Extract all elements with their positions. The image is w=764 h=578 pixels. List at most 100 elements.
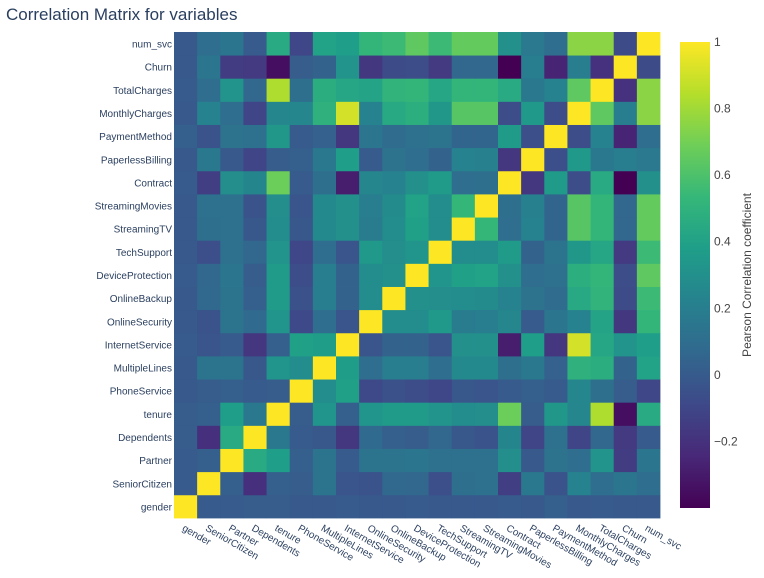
heatmap-cell <box>544 402 568 426</box>
heatmap-cell <box>613 309 638 334</box>
heatmap-cell <box>636 194 661 218</box>
heatmap-cell <box>174 124 198 149</box>
heatmap-cell <box>266 147 291 172</box>
heatmap-cell <box>197 286 221 311</box>
heatmap-cell <box>312 425 337 449</box>
heatmap-cell <box>636 240 661 264</box>
heatmap-cell <box>521 332 545 357</box>
y-tick-label: Churn <box>145 63 172 74</box>
heatmap-cell <box>613 101 638 125</box>
heatmap-cell <box>613 356 638 380</box>
heatmap-cell <box>613 78 638 102</box>
heatmap-cell <box>289 101 314 125</box>
heatmap-cell <box>197 124 221 149</box>
heatmap-cell <box>474 240 499 264</box>
heatmap-cell <box>266 494 291 519</box>
heatmap-cell <box>336 494 360 519</box>
heatmap-cell <box>312 217 337 241</box>
heatmap-cell <box>544 78 568 102</box>
heatmap-cell <box>405 217 429 241</box>
heatmap-cell <box>174 379 198 403</box>
heatmap-cell <box>613 494 638 519</box>
heatmap-cell <box>220 471 244 496</box>
y-tick-label: num_svc <box>132 40 172 51</box>
heatmap-cell <box>266 286 291 311</box>
heatmap-cell <box>382 494 406 519</box>
heatmap-cell <box>220 194 244 218</box>
heatmap-cell <box>428 217 453 241</box>
heatmap-cell <box>197 170 221 195</box>
heatmap-cell <box>613 217 638 241</box>
y-tick-label: Dependents <box>118 433 172 444</box>
heatmap-cell <box>613 194 638 218</box>
heatmap-cell <box>197 217 221 241</box>
heatmap-cell <box>243 217 267 241</box>
heatmap-cell <box>312 332 337 357</box>
heatmap-cell <box>405 124 429 149</box>
heatmap-cell <box>336 78 360 102</box>
heatmap-cell <box>405 494 429 519</box>
heatmap-cell <box>220 217 244 241</box>
heatmap-cell <box>405 240 429 264</box>
heatmap-cell <box>521 356 545 380</box>
heatmap-cell <box>197 32 221 56</box>
heatmap-cell <box>521 379 545 403</box>
heatmap-cell <box>243 356 267 380</box>
heatmap-cell <box>521 101 545 125</box>
heatmap-cell <box>220 263 244 287</box>
heatmap-cell <box>197 332 221 357</box>
heatmap-cell <box>498 263 522 287</box>
chart-title: Correlation Matrix for variables <box>6 5 237 24</box>
heatmap-cell <box>312 448 337 473</box>
heatmap-cell <box>498 425 522 449</box>
heatmap-cell <box>521 240 545 264</box>
heatmap-cell <box>428 471 453 496</box>
heatmap-cell <box>474 124 499 149</box>
heatmap-cell <box>544 32 568 56</box>
y-tick-label: Contract <box>134 178 172 189</box>
heatmap-cell <box>336 356 360 380</box>
heatmap-cell <box>428 379 453 403</box>
heatmap-cell <box>544 55 568 79</box>
heatmap-cell <box>359 356 383 380</box>
heatmap-cell <box>220 55 244 79</box>
heatmap-cell <box>382 78 406 102</box>
heatmap-cell <box>428 402 453 426</box>
heatmap-cell <box>474 32 499 56</box>
heatmap-cell <box>382 471 406 496</box>
heatmap-cell <box>336 448 360 473</box>
heatmap-cell <box>451 402 476 426</box>
y-tick-label: TechSupport <box>116 248 172 259</box>
heatmap-cell <box>359 240 383 264</box>
heatmap-cell <box>312 170 337 195</box>
heatmap-cell <box>590 194 615 218</box>
heatmap-cell <box>312 101 337 125</box>
heatmap-cell <box>174 332 198 357</box>
heatmap-cell <box>382 309 406 334</box>
colorbar-gradient <box>680 42 710 508</box>
heatmap-cell <box>590 217 615 241</box>
heatmap-cell <box>289 240 314 264</box>
colorbar-tick-label: 0.4 <box>714 235 731 249</box>
heatmap-cell <box>243 263 267 287</box>
heatmap-cell <box>266 170 291 195</box>
heatmap-cell <box>336 263 360 287</box>
heatmap-cell <box>266 332 291 357</box>
heatmap-cell <box>544 124 568 149</box>
heatmap-cell <box>174 240 198 264</box>
heatmap-cell <box>405 425 429 449</box>
heatmap-cell <box>636 124 661 149</box>
heatmap-cell <box>428 263 453 287</box>
heatmap-cell <box>405 286 429 311</box>
heatmap-cell <box>474 448 499 473</box>
heatmap-cell <box>405 101 429 125</box>
heatmap-cell <box>174 494 198 519</box>
heatmap-cell <box>636 55 661 79</box>
heatmap-cell <box>521 78 545 102</box>
heatmap-cell <box>382 194 406 218</box>
heatmap-cell <box>451 32 476 56</box>
y-axis-tick-labels: gender SeniorCitizen Partner Dependents tenu… <box>95 40 173 514</box>
heatmap-cell <box>312 55 337 79</box>
heatmap-cell <box>498 494 522 519</box>
heatmap-cell <box>174 356 198 380</box>
